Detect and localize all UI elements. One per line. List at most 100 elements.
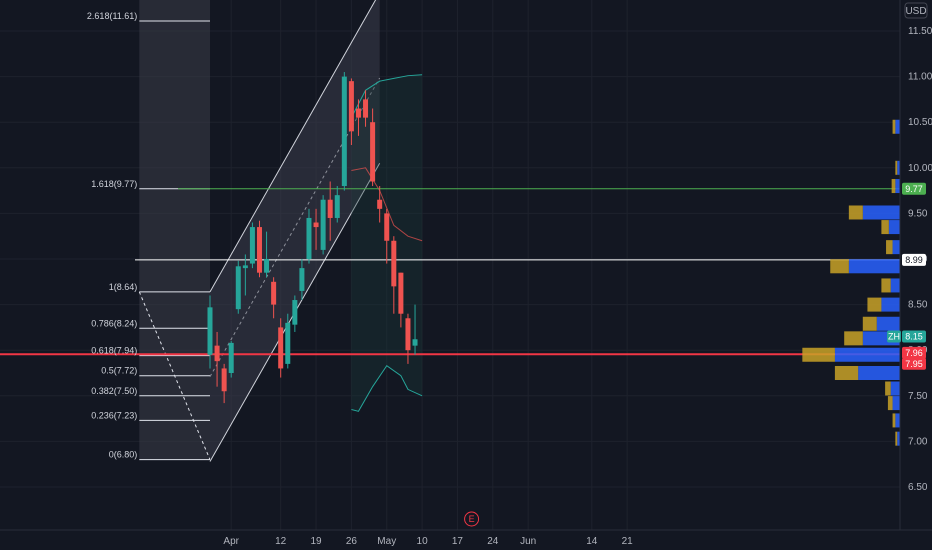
- time-tick-label: 21: [622, 536, 634, 547]
- candle-body: [285, 322, 291, 364]
- volume-profile-bar-up: [876, 316, 900, 331]
- volume-profile-bar-down: [881, 278, 891, 293]
- price-tick-label: 10.00: [908, 163, 932, 174]
- volume-profile-bar-down: [895, 431, 898, 446]
- candle-body: [327, 199, 333, 218]
- volume-profile-bar-up: [892, 240, 900, 255]
- candle-body: [320, 199, 326, 250]
- volume-profile-bar-up: [892, 396, 900, 411]
- volume-profile-bar-down: [895, 160, 898, 175]
- price-tag-label: 7.95: [905, 359, 923, 369]
- price-axis[interactable]: 6.507.007.508.008.509.009.5010.0010.5011…: [899, 0, 932, 550]
- candlesticks: [207, 72, 418, 404]
- candle-body: [256, 227, 262, 273]
- channel-upper-line[interactable]: [209, 0, 380, 293]
- time-tick-label: 24: [487, 536, 499, 547]
- price-tags: 9.77 8.99 8.15 7.967.95 ZH: [887, 182, 926, 370]
- fib-level-label: 1.618(9.77): [91, 179, 137, 189]
- candle-body: [377, 199, 383, 209]
- fibonacci-labels: 2.618(11.61) 1.618(9.77) 1(8.64) 0.786(8.24…: [87, 11, 137, 460]
- price-tag: [902, 253, 926, 266]
- price-tag-label: 8.15: [905, 332, 923, 342]
- earnings-marker-label: E: [469, 514, 475, 524]
- band-lower-line: [351, 364, 423, 412]
- time-tick-label: 17: [452, 536, 464, 547]
- volume-profile-bar-down: [885, 381, 891, 396]
- time-tick-label: Apr: [223, 536, 239, 547]
- band-upper-line: [350, 74, 423, 118]
- zh-tag-label: ZH: [888, 332, 900, 342]
- volume-profile-bar-up: [888, 220, 900, 235]
- price-tick-label: 8.50: [908, 300, 928, 311]
- candle-body: [271, 281, 277, 305]
- candle-body: [363, 99, 369, 118]
- volume-profile-bar-up: [895, 179, 900, 194]
- candle-body: [207, 307, 213, 355]
- volume-profile-bar-down: [892, 119, 896, 134]
- time-axis[interactable]: Apr 12 19 26 May 10 17 24 Jun 14 21: [0, 529, 932, 550]
- candle-body: [341, 76, 347, 187]
- price-tick-label: 7.00: [908, 436, 928, 447]
- candle-body: [214, 345, 220, 362]
- time-tick-label: 10: [417, 536, 429, 547]
- volume-profile-bar-down: [892, 413, 896, 428]
- currency-label: USD: [905, 6, 926, 17]
- candle-body: [405, 318, 411, 351]
- candle-body: [221, 368, 227, 392]
- candle-body: [370, 122, 376, 182]
- candle-body: [313, 222, 319, 228]
- earnings-marker-circle[interactable]: [464, 511, 480, 527]
- time-tick-label: May: [377, 536, 396, 547]
- candle-body: [355, 108, 361, 118]
- price-tick-label: 6.50: [908, 482, 928, 493]
- price-tag: [902, 346, 926, 359]
- price-tag-label: 7.96: [905, 348, 923, 358]
- price-tick-label: 10.50: [908, 117, 932, 128]
- volume-profile-bar-down: [881, 220, 889, 235]
- price-tag: [902, 357, 926, 370]
- candle-body: [235, 266, 241, 310]
- price-tick-label: 9.50: [908, 208, 928, 219]
- volume-profile-bar-down: [848, 205, 863, 220]
- candle-body: [249, 227, 255, 264]
- candle-body: [391, 240, 397, 287]
- candle-body: [228, 342, 234, 373]
- volume-profile-bar-up: [895, 413, 900, 428]
- fib-zone-shade: [139, 0, 210, 460]
- volume-profile-bar-up: [858, 366, 900, 380]
- channel-fill: [210, 0, 380, 462]
- time-tick-label: 19: [310, 536, 322, 547]
- price-tick-label: 11.00: [908, 72, 932, 83]
- earnings-marker[interactable]: E: [464, 511, 480, 527]
- volume-profile-bar-down: [834, 366, 859, 380]
- volume-profile-bar-up: [834, 347, 900, 362]
- candle-body: [264, 259, 270, 273]
- fib-level-label: 0.618(7.94): [91, 346, 137, 356]
- volume-profile-bar-up: [897, 431, 900, 446]
- fib-level-label: 1(8.64): [109, 282, 138, 292]
- price-tag: [902, 182, 926, 195]
- candle-body: [306, 217, 312, 259]
- band-middle-line: [351, 167, 423, 242]
- volume-profile-bar-down: [844, 331, 863, 346]
- candle-body: [348, 81, 354, 132]
- candle-body: [384, 213, 390, 241]
- candle-body: [299, 268, 305, 291]
- volume-profile-bar-up: [890, 278, 900, 293]
- volume-profile-bar-up: [895, 119, 900, 134]
- fib-level-label: 0.5(7.72): [101, 366, 137, 376]
- fibonacci-zone: [138, 0, 211, 461]
- time-tick-label: 26: [346, 536, 358, 547]
- price-tag-label: 8.99: [905, 255, 923, 265]
- price-tag: [902, 330, 926, 343]
- candle-body: [334, 195, 340, 218]
- currency-box[interactable]: [904, 2, 928, 19]
- fib-projection-line: [138, 291, 211, 460]
- candle-body: [292, 300, 298, 325]
- volume-profile-bar-down: [802, 347, 835, 362]
- time-tick-label: 14: [586, 536, 598, 547]
- fib-level-label: 0(6.80): [109, 450, 138, 460]
- horizontal-lines[interactable]: [0, 188, 900, 356]
- candle-body: [398, 272, 404, 314]
